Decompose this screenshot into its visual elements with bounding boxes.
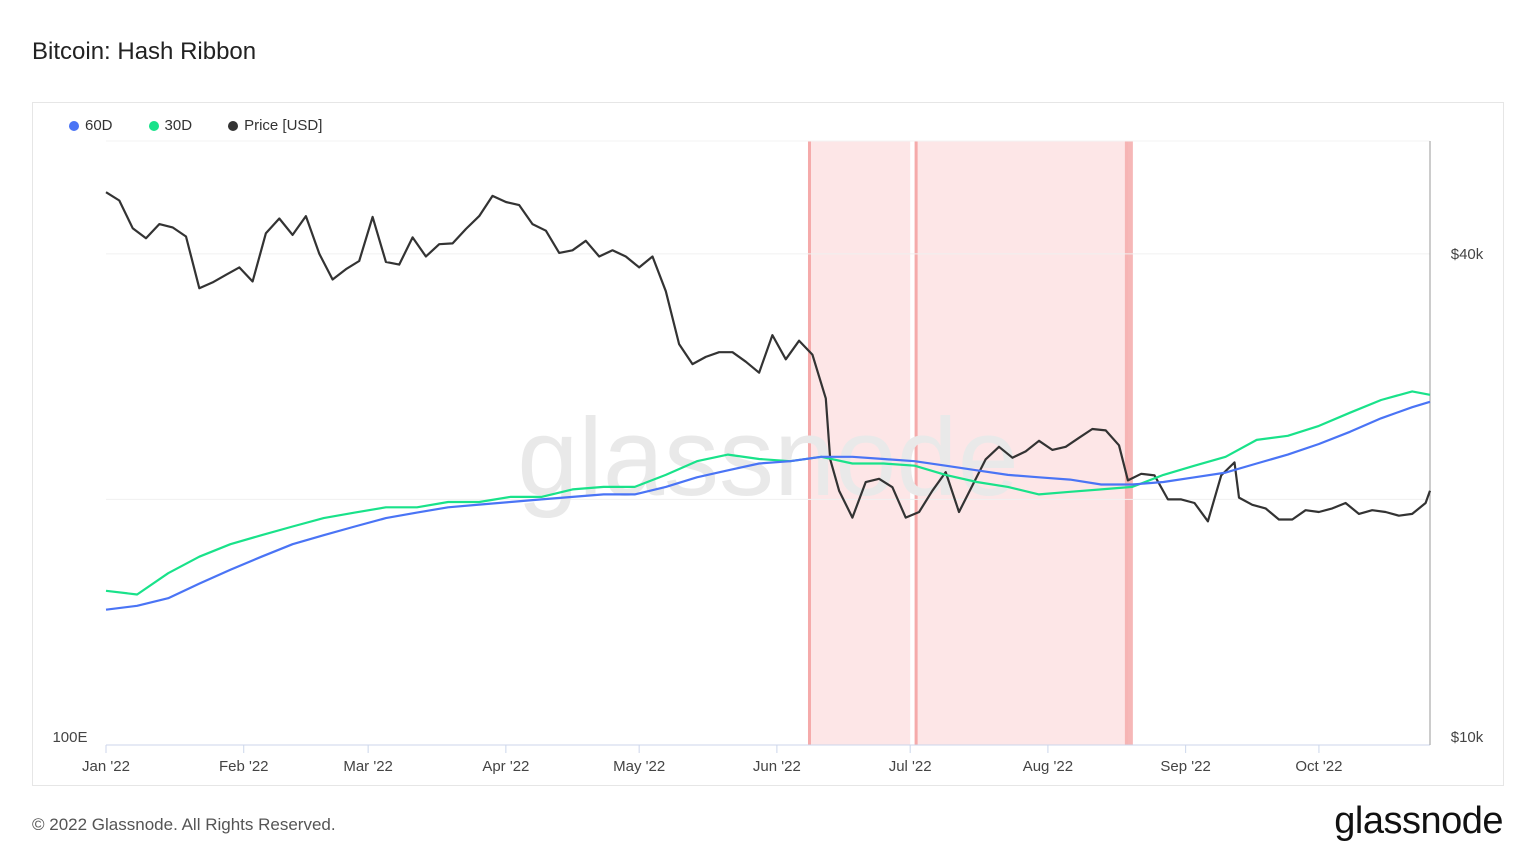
chart-title: Bitcoin: Hash Ribbon xyxy=(32,38,257,65)
y-left-tick-100e: 100E xyxy=(52,729,87,746)
chart-panel: 60D 30D Price [USD] xyxy=(32,102,1504,786)
hash-ribbon-chart: glassnode Jan '22 Feb '22 Mar '22 Apr '22 Ma… xyxy=(52,140,1484,775)
copyright-footer: © 2022 Glassnode. All Rights Reserved. xyxy=(32,815,336,834)
x-tick-label-6: Jul '22 xyxy=(889,758,932,775)
legend-label-60d: 60D xyxy=(85,117,113,134)
series-lines xyxy=(105,191,1432,611)
x-tick-label-7: Aug '22 xyxy=(1023,758,1073,775)
series-line-price-usd xyxy=(105,191,1432,523)
series-line-30d xyxy=(105,390,1431,596)
legend-item-30d[interactable]: 30D xyxy=(148,117,193,134)
legend-label-30d: 30D xyxy=(164,117,193,134)
legend-item-60d[interactable]: 60D xyxy=(69,117,113,134)
watermark: glassnode xyxy=(517,396,1019,519)
x-tick-label-1: Feb '22 xyxy=(219,758,269,775)
brand-logo: glassnode xyxy=(1334,800,1503,842)
x-tick-label-3: Apr '22 xyxy=(482,758,529,775)
x-tick-label-4: May '22 xyxy=(613,758,665,775)
legend-dot-60d xyxy=(69,120,79,131)
y-right-tick-40k: $40k xyxy=(1451,246,1484,263)
x-tick-label-5: Jun '22 xyxy=(753,758,801,775)
series-line-60d xyxy=(105,400,1431,611)
y-axis-ticks: $40k $10k 100E xyxy=(52,246,1483,746)
capitulation-band-0 xyxy=(807,141,911,745)
grid-lines xyxy=(106,140,1431,746)
x-tick-label-2: Mar '22 xyxy=(343,758,393,775)
capitulation-band-start-0 xyxy=(807,141,811,745)
x-axis-ticks: Jan '22 Feb '22 Mar '22 Apr '22 May '22 Jun '… xyxy=(82,745,1342,775)
x-tick-label-8: Sep '22 xyxy=(1160,758,1210,775)
y-right-tick-10k: $10k xyxy=(1451,729,1484,746)
legend-dot-30d xyxy=(148,120,159,131)
legend-item-price[interactable]: Price [USD] xyxy=(228,117,322,134)
x-tick-label-9: Oct '22 xyxy=(1295,758,1342,775)
capitulation-bands xyxy=(807,141,1133,745)
capitulation-band-start-1 xyxy=(914,141,918,745)
capitulation-band-1 xyxy=(914,141,1128,745)
x-tick-label-0: Jan '22 xyxy=(82,758,130,775)
legend-dot-price xyxy=(228,120,239,131)
chart-legend: 60D 30D Price [USD] xyxy=(69,117,322,134)
capitulation-band-end xyxy=(1124,141,1133,745)
legend-label-price: Price [USD] xyxy=(244,117,323,134)
